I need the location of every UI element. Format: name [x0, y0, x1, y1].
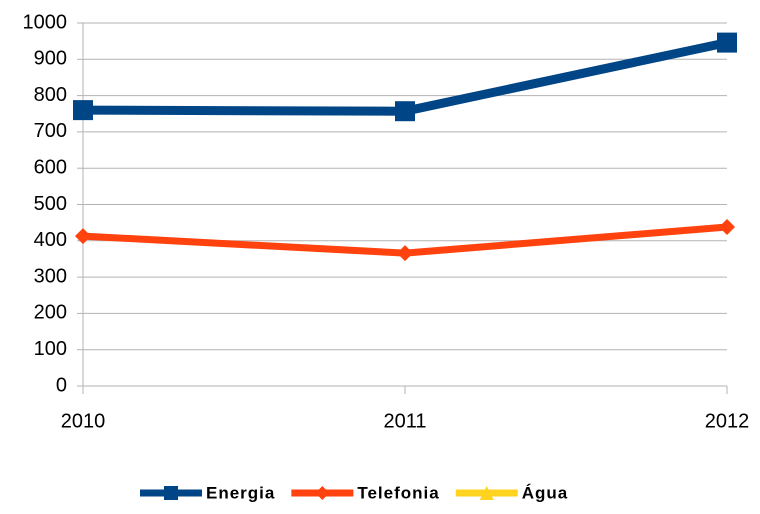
y-tick-label: 700 — [34, 120, 67, 142]
y-tick-label: 200 — [34, 302, 67, 324]
marker — [395, 101, 415, 122]
series-line — [82, 38, 728, 116]
y-tick-label: 0 — [56, 374, 67, 396]
y-tick-label: 500 — [34, 193, 67, 215]
marker — [397, 245, 413, 262]
marker — [164, 486, 178, 500]
y-tick-label: 400 — [34, 229, 67, 251]
legend-label: Telefonia — [357, 483, 439, 502]
x-tick-label: 2012 — [705, 410, 750, 432]
marker — [479, 486, 494, 500]
y-tick-label: 100 — [34, 338, 67, 360]
y-tick-label: 900 — [34, 48, 67, 70]
legend-label: Energia — [206, 483, 275, 502]
legend-label: Água — [522, 483, 569, 502]
marker — [73, 100, 93, 121]
y-tick-label: 300 — [34, 265, 67, 287]
x-tick-label: 2010 — [61, 410, 106, 432]
marker — [717, 32, 737, 53]
marker — [315, 486, 330, 500]
y-tick-label: 600 — [34, 156, 67, 178]
marker — [75, 228, 91, 245]
y-tick-label: 800 — [34, 84, 67, 106]
y-tick-label: 1000 — [23, 11, 68, 33]
marker — [719, 219, 735, 236]
x-tick-label: 2011 — [383, 410, 426, 432]
